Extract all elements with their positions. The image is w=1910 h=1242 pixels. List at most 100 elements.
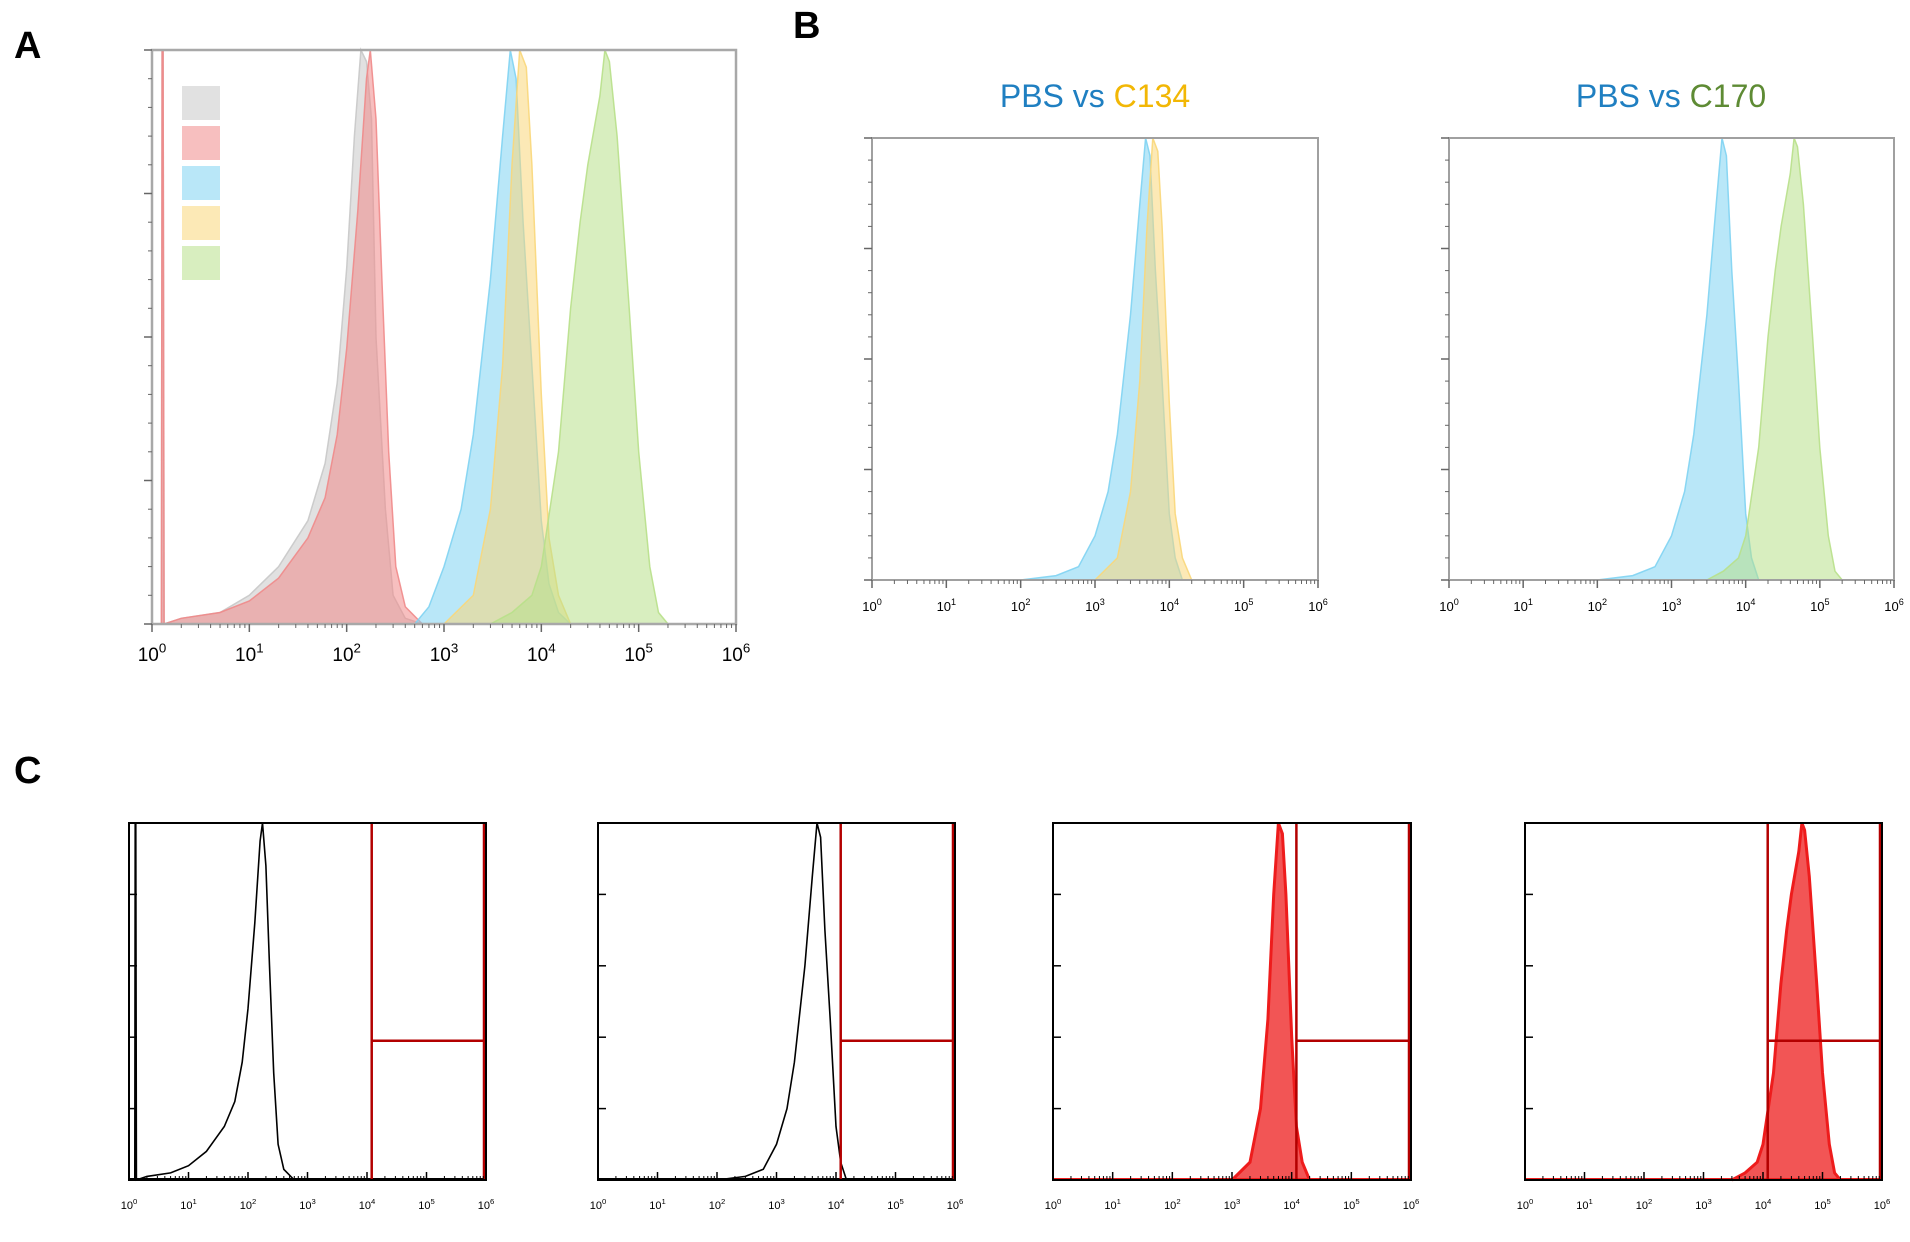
x-tick-base: 10: [527, 645, 548, 666]
x-tick-base: 10: [1224, 1200, 1236, 1212]
legend-swatch-c134: [182, 206, 220, 240]
x-tick-base: 10: [590, 1200, 602, 1212]
x-tick-exponent: 5: [1826, 1197, 1830, 1206]
x-tick-exponent: 5: [899, 1197, 903, 1206]
chart-title: PBS vs C170: [1576, 78, 1766, 114]
x-tick-base: 10: [138, 645, 159, 666]
x-tick-label: 105: [1810, 597, 1830, 614]
x-tick-base: 10: [1884, 599, 1898, 614]
x-tick-exponent: 4: [1296, 1197, 1301, 1206]
x-tick-exponent: 5: [430, 1197, 434, 1206]
x-tick-exponent: 4: [1174, 597, 1179, 607]
x-tick-exponent: 3: [780, 1197, 784, 1206]
x-tick-exponent: 5: [646, 640, 653, 655]
x-tick-base: 10: [180, 1200, 192, 1212]
x-tick-label: 106: [1874, 1197, 1891, 1212]
x-tick-label: 106: [478, 1197, 495, 1212]
x-tick-base: 10: [1011, 599, 1025, 614]
x-tick-exponent: 0: [1057, 1197, 1061, 1206]
x-tick-base: 10: [649, 1200, 661, 1212]
x-tick-base: 10: [768, 1200, 780, 1212]
x-tick-base: 10: [1576, 1200, 1588, 1212]
series-area-c170: [1706, 138, 1843, 580]
x-tick-label: 100: [590, 1197, 607, 1212]
x-tick-base: 10: [235, 645, 256, 666]
x-tick-exponent: 3: [1236, 1197, 1240, 1206]
x-tick-base: 10: [359, 1200, 371, 1212]
series-line-c170: [1706, 137, 1843, 581]
chart-c1: 100 101 102 103 104 105 106: [121, 822, 495, 1212]
x-tick-base: 10: [1085, 599, 1099, 614]
x-tick-label: 103: [299, 1197, 316, 1212]
chart-title-part: C170: [1690, 78, 1767, 114]
series-line-c170: [490, 49, 669, 625]
x-tick-base: 10: [1636, 1200, 1648, 1212]
x-tick-exponent: 2: [1602, 597, 1607, 607]
x-tick-exponent: 2: [1025, 597, 1030, 607]
x-tick-exponent: 0: [877, 597, 882, 607]
x-tick-exponent: 6: [959, 1197, 963, 1206]
x-tick-exponent: 4: [1750, 597, 1755, 607]
x-tick-label: 101: [180, 1197, 197, 1212]
x-tick-base: 10: [1104, 1200, 1116, 1212]
x-tick-exponent: 0: [602, 1197, 606, 1206]
x-tick-base: 10: [1810, 599, 1824, 614]
series-line-iso: [160, 49, 423, 626]
series-area-histogram: [1731, 823, 1841, 1180]
x-tick-exponent: 1: [256, 640, 263, 655]
x-tick-exponent: 0: [159, 640, 166, 655]
x-tick-label: 101: [1104, 1197, 1121, 1212]
x-tick-label: 104: [1736, 597, 1756, 614]
x-tick-base: 10: [1234, 599, 1248, 614]
x-tick-label: 106: [1884, 597, 1904, 614]
x-tick-label: 104: [359, 1197, 376, 1212]
x-tick-exponent: 1: [951, 597, 956, 607]
x-tick-exponent: 3: [1707, 1197, 1711, 1206]
x-tick-label: 106: [1308, 597, 1328, 614]
x-tick-base: 10: [1874, 1200, 1886, 1212]
x-tick-label: 104: [1283, 1197, 1300, 1212]
x-tick-exponent: 5: [1355, 1197, 1359, 1206]
chart-a: 100 101 102 103 104 105 106: [138, 47, 750, 666]
x-tick-base: 10: [1662, 599, 1676, 614]
x-tick-base: 10: [418, 1200, 430, 1212]
chart-c2: 100 101 102 103 104 105 106: [590, 822, 963, 1212]
x-tick-label: 104: [1160, 597, 1180, 614]
x-tick-base: 10: [937, 599, 951, 614]
x-tick-label: 104: [1755, 1197, 1772, 1212]
x-tick-label: 102: [1588, 597, 1608, 614]
x-tick-label: 102: [240, 1197, 257, 1212]
x-tick-base: 10: [430, 645, 451, 666]
x-tick-exponent: 1: [1117, 1197, 1121, 1206]
series-line-histogram: [716, 822, 848, 1181]
x-tick-label: 102: [1011, 597, 1031, 614]
x-tick-label: 103: [768, 1197, 785, 1212]
x-tick-exponent: 4: [548, 640, 555, 655]
x-tick-exponent: 5: [1825, 597, 1830, 607]
series-area-pbs: [1597, 138, 1759, 580]
x-tick-base: 10: [947, 1200, 959, 1212]
x-tick-base: 10: [332, 645, 353, 666]
series-area-c134: [1095, 138, 1192, 580]
chart-title-part: vs: [1640, 78, 1690, 114]
x-tick-exponent: 6: [490, 1197, 494, 1206]
x-tick-base: 10: [1695, 1200, 1707, 1212]
x-tick-label: 105: [1343, 1197, 1360, 1212]
chart-title-part: C134: [1114, 78, 1191, 114]
plot-area: [1449, 138, 1894, 580]
x-tick-base: 10: [1517, 1200, 1529, 1212]
x-tick-exponent: 1: [661, 1197, 665, 1206]
legend-swatch-iso: [182, 126, 220, 160]
x-tick-base: 10: [240, 1200, 252, 1212]
x-tick-base: 10: [1045, 1200, 1057, 1212]
x-tick-exponent: 0: [1529, 1197, 1533, 1206]
x-tick-base: 10: [1403, 1200, 1415, 1212]
x-tick-label: 106: [1403, 1197, 1420, 1212]
x-tick-base: 10: [1755, 1200, 1767, 1212]
x-tick-label: 102: [1164, 1197, 1181, 1212]
x-tick-exponent: 4: [1767, 1197, 1772, 1206]
series-area-iso: [161, 50, 423, 624]
